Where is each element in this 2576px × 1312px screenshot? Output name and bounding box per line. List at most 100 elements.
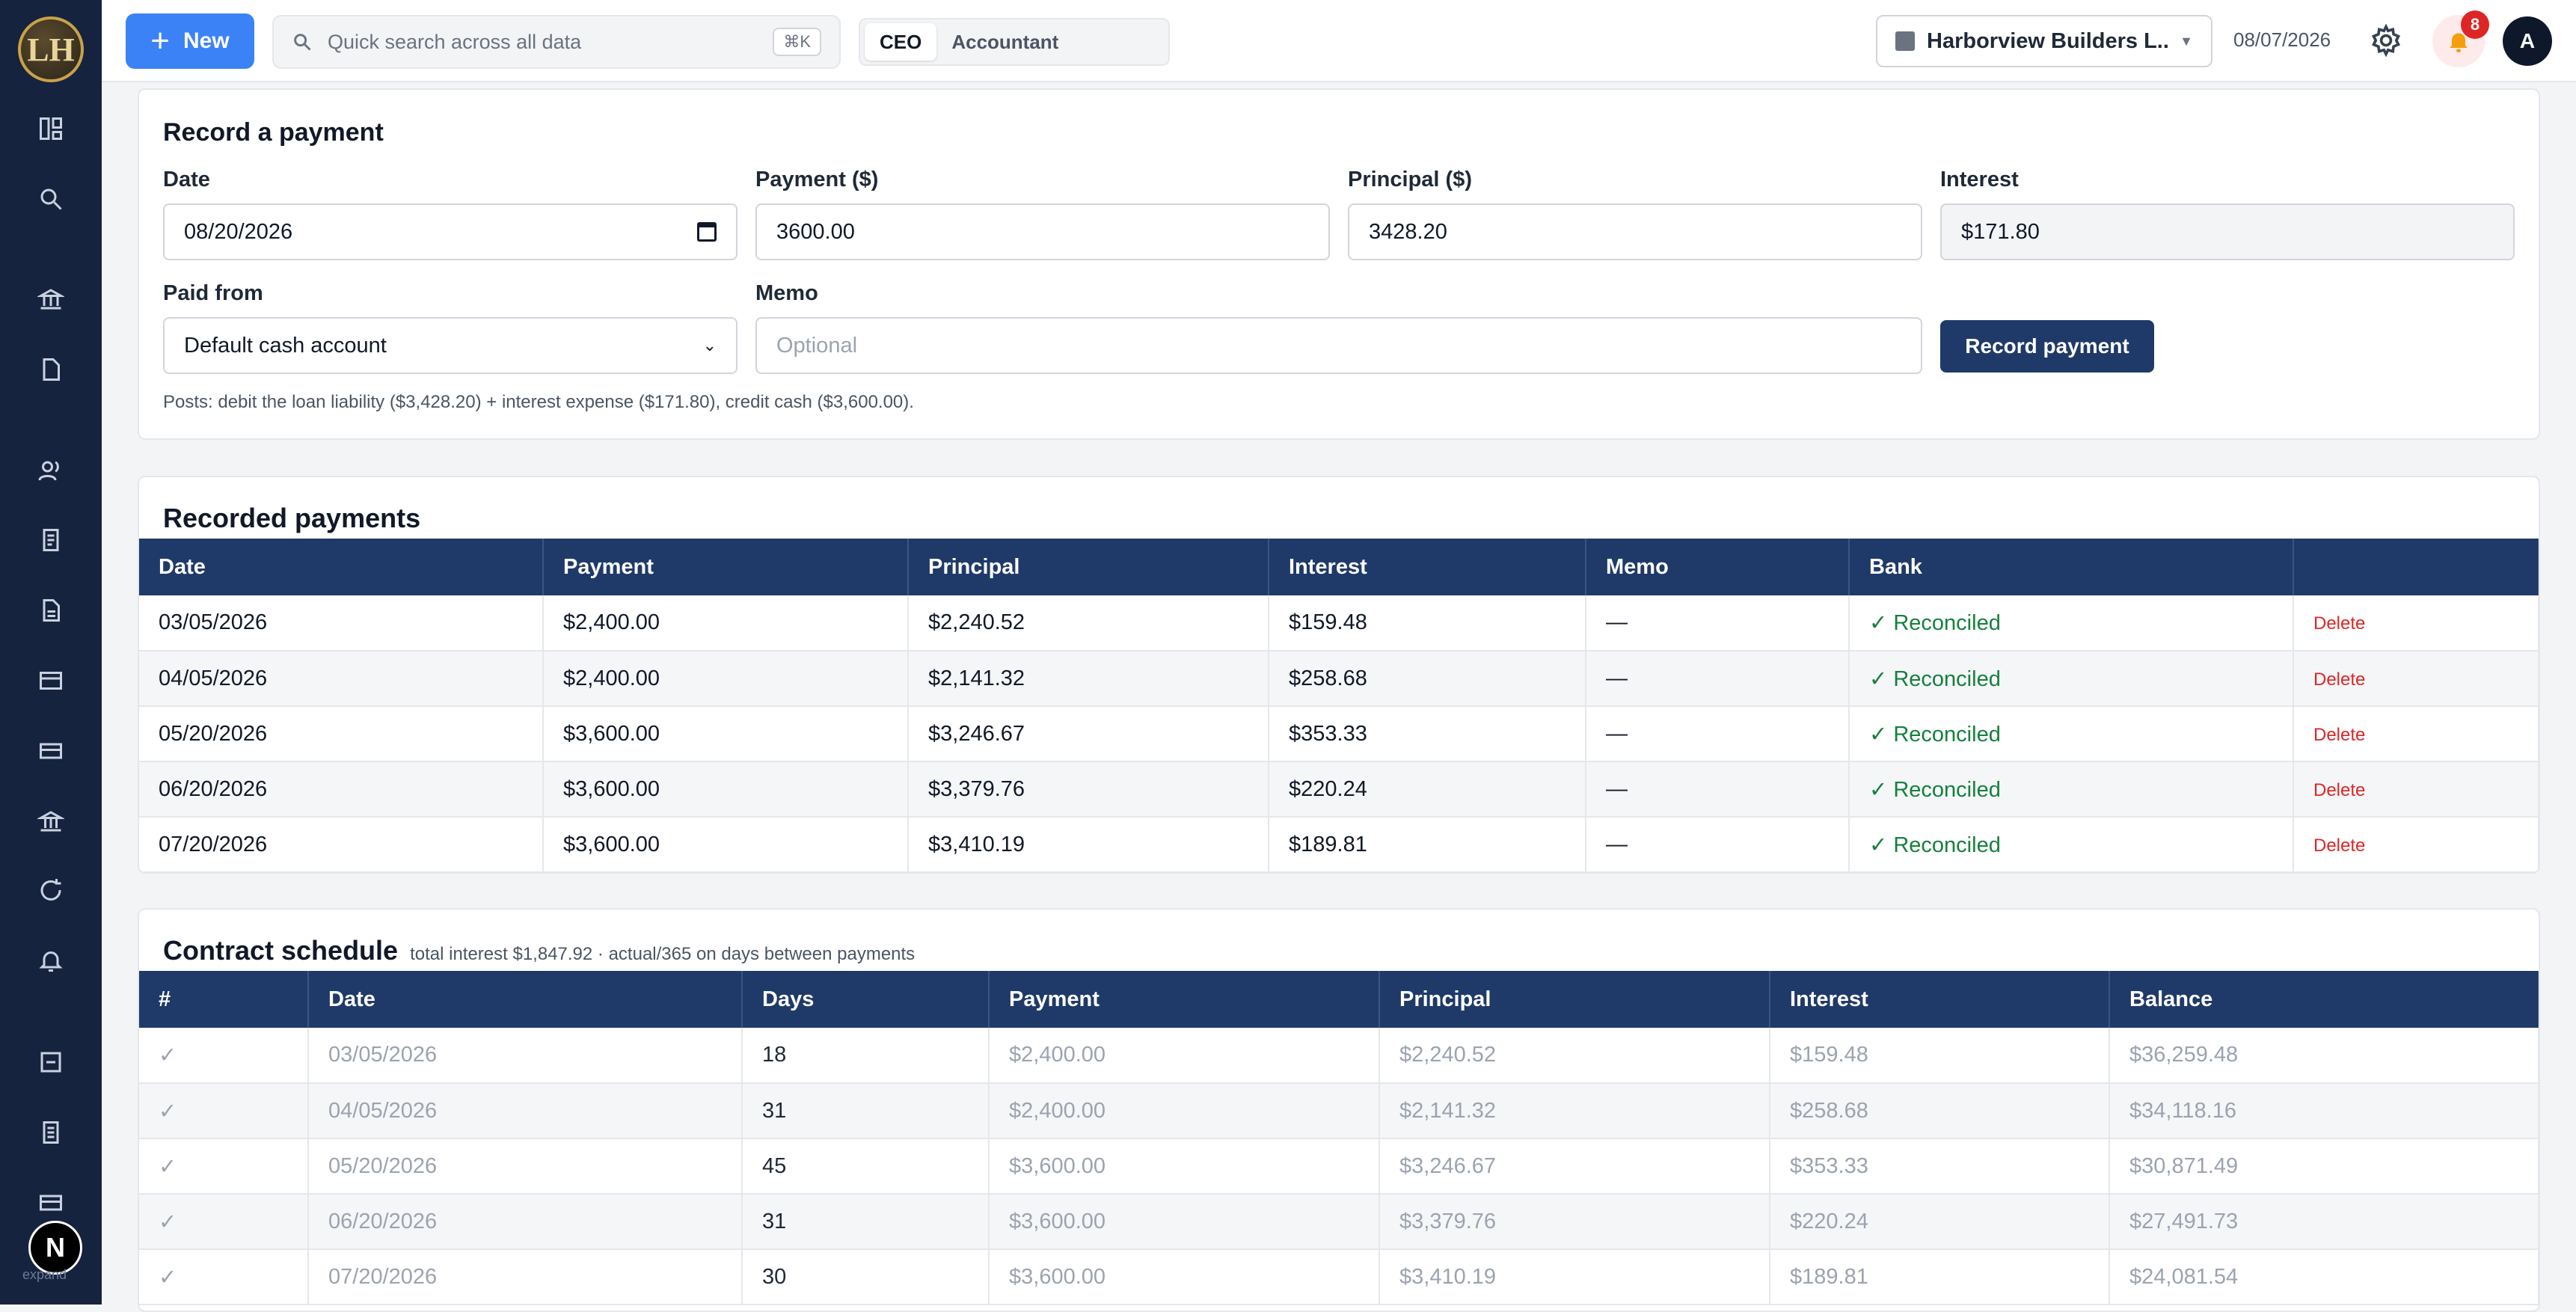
interest-cell: $258.68	[1770, 1083, 2110, 1139]
paid-check-cell: ✓	[139, 1249, 309, 1305]
table-row: ✓ 03/05/2026 18 $2,400.00 $2,240.52 $159…	[139, 1028, 2539, 1084]
company-selector[interactable]: Harborview Builders L... ▼	[1876, 15, 2212, 67]
search-icon[interactable]	[33, 181, 69, 217]
date-field[interactable]: 08/20/2026	[163, 203, 737, 260]
column-header: Payment	[543, 539, 909, 595]
paid-from-select[interactable]: Default cash account ⌄	[163, 317, 737, 374]
bank-status-cell: ✓ Reconciled	[1849, 651, 2294, 707]
quick-search[interactable]: Quick search across all data ⌘K	[272, 15, 841, 69]
interest-cell: $220.24	[1770, 1194, 2110, 1250]
memo-input[interactable]: Optional	[755, 317, 1922, 374]
date-label: Date	[163, 168, 210, 191]
column-header: Date	[308, 971, 743, 1028]
principal-field[interactable]: 3428.20	[1348, 203, 1922, 260]
paid-check-cell: ✓	[139, 1083, 309, 1139]
sidebar-expand-label[interactable]: expand	[22, 1267, 67, 1282]
memo-placeholder: Optional	[776, 333, 858, 358]
table-row: 06/20/2026 $3,600.00 $3,379.76 $220.24 —…	[139, 761, 2539, 818]
memo-cell: —	[1586, 595, 1850, 652]
workspace-avatar[interactable]: N	[28, 1221, 82, 1275]
memo-cell: —	[1586, 706, 1850, 762]
column-header: Date	[139, 539, 544, 595]
users-icon[interactable]	[33, 453, 69, 489]
action-cell: Delete	[2293, 817, 2539, 872]
bank-icon[interactable]	[33, 281, 69, 317]
column-header: Interest	[1770, 971, 2110, 1028]
column-header: Memo	[1586, 539, 1850, 595]
days-cell: 31	[742, 1083, 990, 1139]
contract-schedule-title: Contract schedule total interest $1,847.9…	[163, 935, 915, 966]
user-avatar[interactable]: A	[2503, 16, 2552, 66]
delete-button[interactable]: Delete	[2313, 669, 2366, 690]
balance-cell: $27,491.73	[2109, 1194, 2539, 1250]
delete-button[interactable]: Delete	[2313, 779, 2366, 800]
document-icon[interactable]	[33, 352, 69, 387]
role-accountant[interactable]: Accountant	[951, 30, 1059, 53]
balance-cell: $34,118.16	[2109, 1083, 2539, 1139]
column-header: Bank	[1849, 539, 2294, 595]
balance-cell: $30,871.49	[2109, 1138, 2539, 1195]
table-row: 04/05/2026 $2,400.00 $2,141.32 $258.68 —…	[139, 651, 2539, 707]
contract-schedule-subtitle: total interest $1,847.92 · actual/365 on…	[410, 944, 916, 964]
role-switcher: CEO Accountant	[859, 18, 1170, 66]
calendar-icon[interactable]	[697, 222, 717, 242]
app-logo[interactable]: LH	[18, 16, 84, 82]
gear-icon[interactable]	[2370, 23, 2402, 58]
file-icon[interactable]	[33, 592, 69, 628]
bank-status-cell: ✓ Reconciled	[1849, 817, 2294, 872]
memo-cell: —	[1586, 761, 1850, 818]
principal-cell: $3,379.76	[908, 761, 1269, 818]
payment-field[interactable]: 3600.00	[755, 203, 1330, 260]
delete-button[interactable]: Delete	[2313, 724, 2366, 745]
role-ceo[interactable]: CEO	[865, 23, 937, 61]
column-header: Interest	[1269, 539, 1586, 595]
table-header-row: Date Payment Principal Interest Memo Ban…	[139, 539, 2539, 595]
principal-cell: $2,240.52	[1379, 1028, 1770, 1084]
building-icon	[1895, 31, 1915, 51]
archive-icon[interactable]	[33, 1044, 69, 1080]
payment-label: Payment ($)	[755, 168, 879, 191]
interest-cell: $159.48	[1770, 1028, 2110, 1084]
column-header: Balance	[2109, 971, 2539, 1028]
report-icon[interactable]	[33, 1115, 69, 1150]
date-cell: 06/20/2026	[139, 761, 544, 818]
table-row: ✓ 05/20/2026 45 $3,600.00 $3,246.67 $353…	[139, 1138, 2539, 1195]
payment-cell: $2,400.00	[543, 651, 909, 707]
register-icon[interactable]	[33, 663, 69, 699]
table-row: ✓ 04/05/2026 31 $2,400.00 $2,141.32 $258…	[139, 1083, 2539, 1139]
days-cell: 30	[742, 1249, 990, 1305]
table-row: 05/20/2026 $3,600.00 $3,246.67 $353.33 —…	[139, 706, 2539, 762]
recorded-payments-card: Recorded payments Date Payment Principal…	[138, 476, 2540, 874]
memo-cell: —	[1586, 817, 1850, 872]
refresh-icon[interactable]	[33, 872, 69, 908]
days-cell: 18	[742, 1028, 990, 1084]
dashboard-icon[interactable]	[33, 111, 69, 147]
card-icon[interactable]	[33, 1185, 69, 1221]
bell-icon[interactable]	[33, 942, 69, 978]
credit-card-icon[interactable]	[33, 733, 69, 769]
column-header: Principal	[1379, 971, 1770, 1028]
interest-cell: $189.81	[1770, 1249, 2110, 1305]
invoice-icon[interactable]	[33, 522, 69, 558]
date-value: 08/20/2026	[184, 219, 293, 244]
date-cell: 06/20/2026	[308, 1194, 743, 1250]
record-payment-card: Record a payment Date 08/20/2026 Payment…	[138, 88, 2540, 440]
bank-status-cell: ✓ Reconciled	[1849, 761, 2294, 818]
days-cell: 31	[742, 1194, 990, 1250]
top-bar: + New Quick search across all data ⌘K CE…	[102, 0, 2576, 82]
payment-cell: $3,600.00	[543, 706, 909, 762]
interest-cell: $220.24	[1269, 761, 1586, 818]
delete-button[interactable]: Delete	[2313, 835, 2366, 856]
search-icon	[294, 34, 311, 51]
principal-cell: $3,246.67	[1379, 1138, 1770, 1195]
institution-icon[interactable]	[33, 803, 69, 839]
company-name: Harborview Builders L...	[1927, 28, 2168, 53]
delete-button[interactable]: Delete	[2313, 613, 2366, 634]
record-payment-button[interactable]: Record payment	[1940, 320, 2154, 373]
chevron-down-icon: ⌄	[702, 336, 717, 355]
table-row: 03/05/2026 $2,400.00 $2,240.52 $159.48 —…	[139, 595, 2539, 652]
contract-schedule-heading: Contract schedule	[163, 935, 399, 966]
new-button[interactable]: + New	[126, 13, 254, 69]
interest-label: Interest	[1940, 168, 2019, 191]
column-header: Principal	[908, 539, 1269, 595]
